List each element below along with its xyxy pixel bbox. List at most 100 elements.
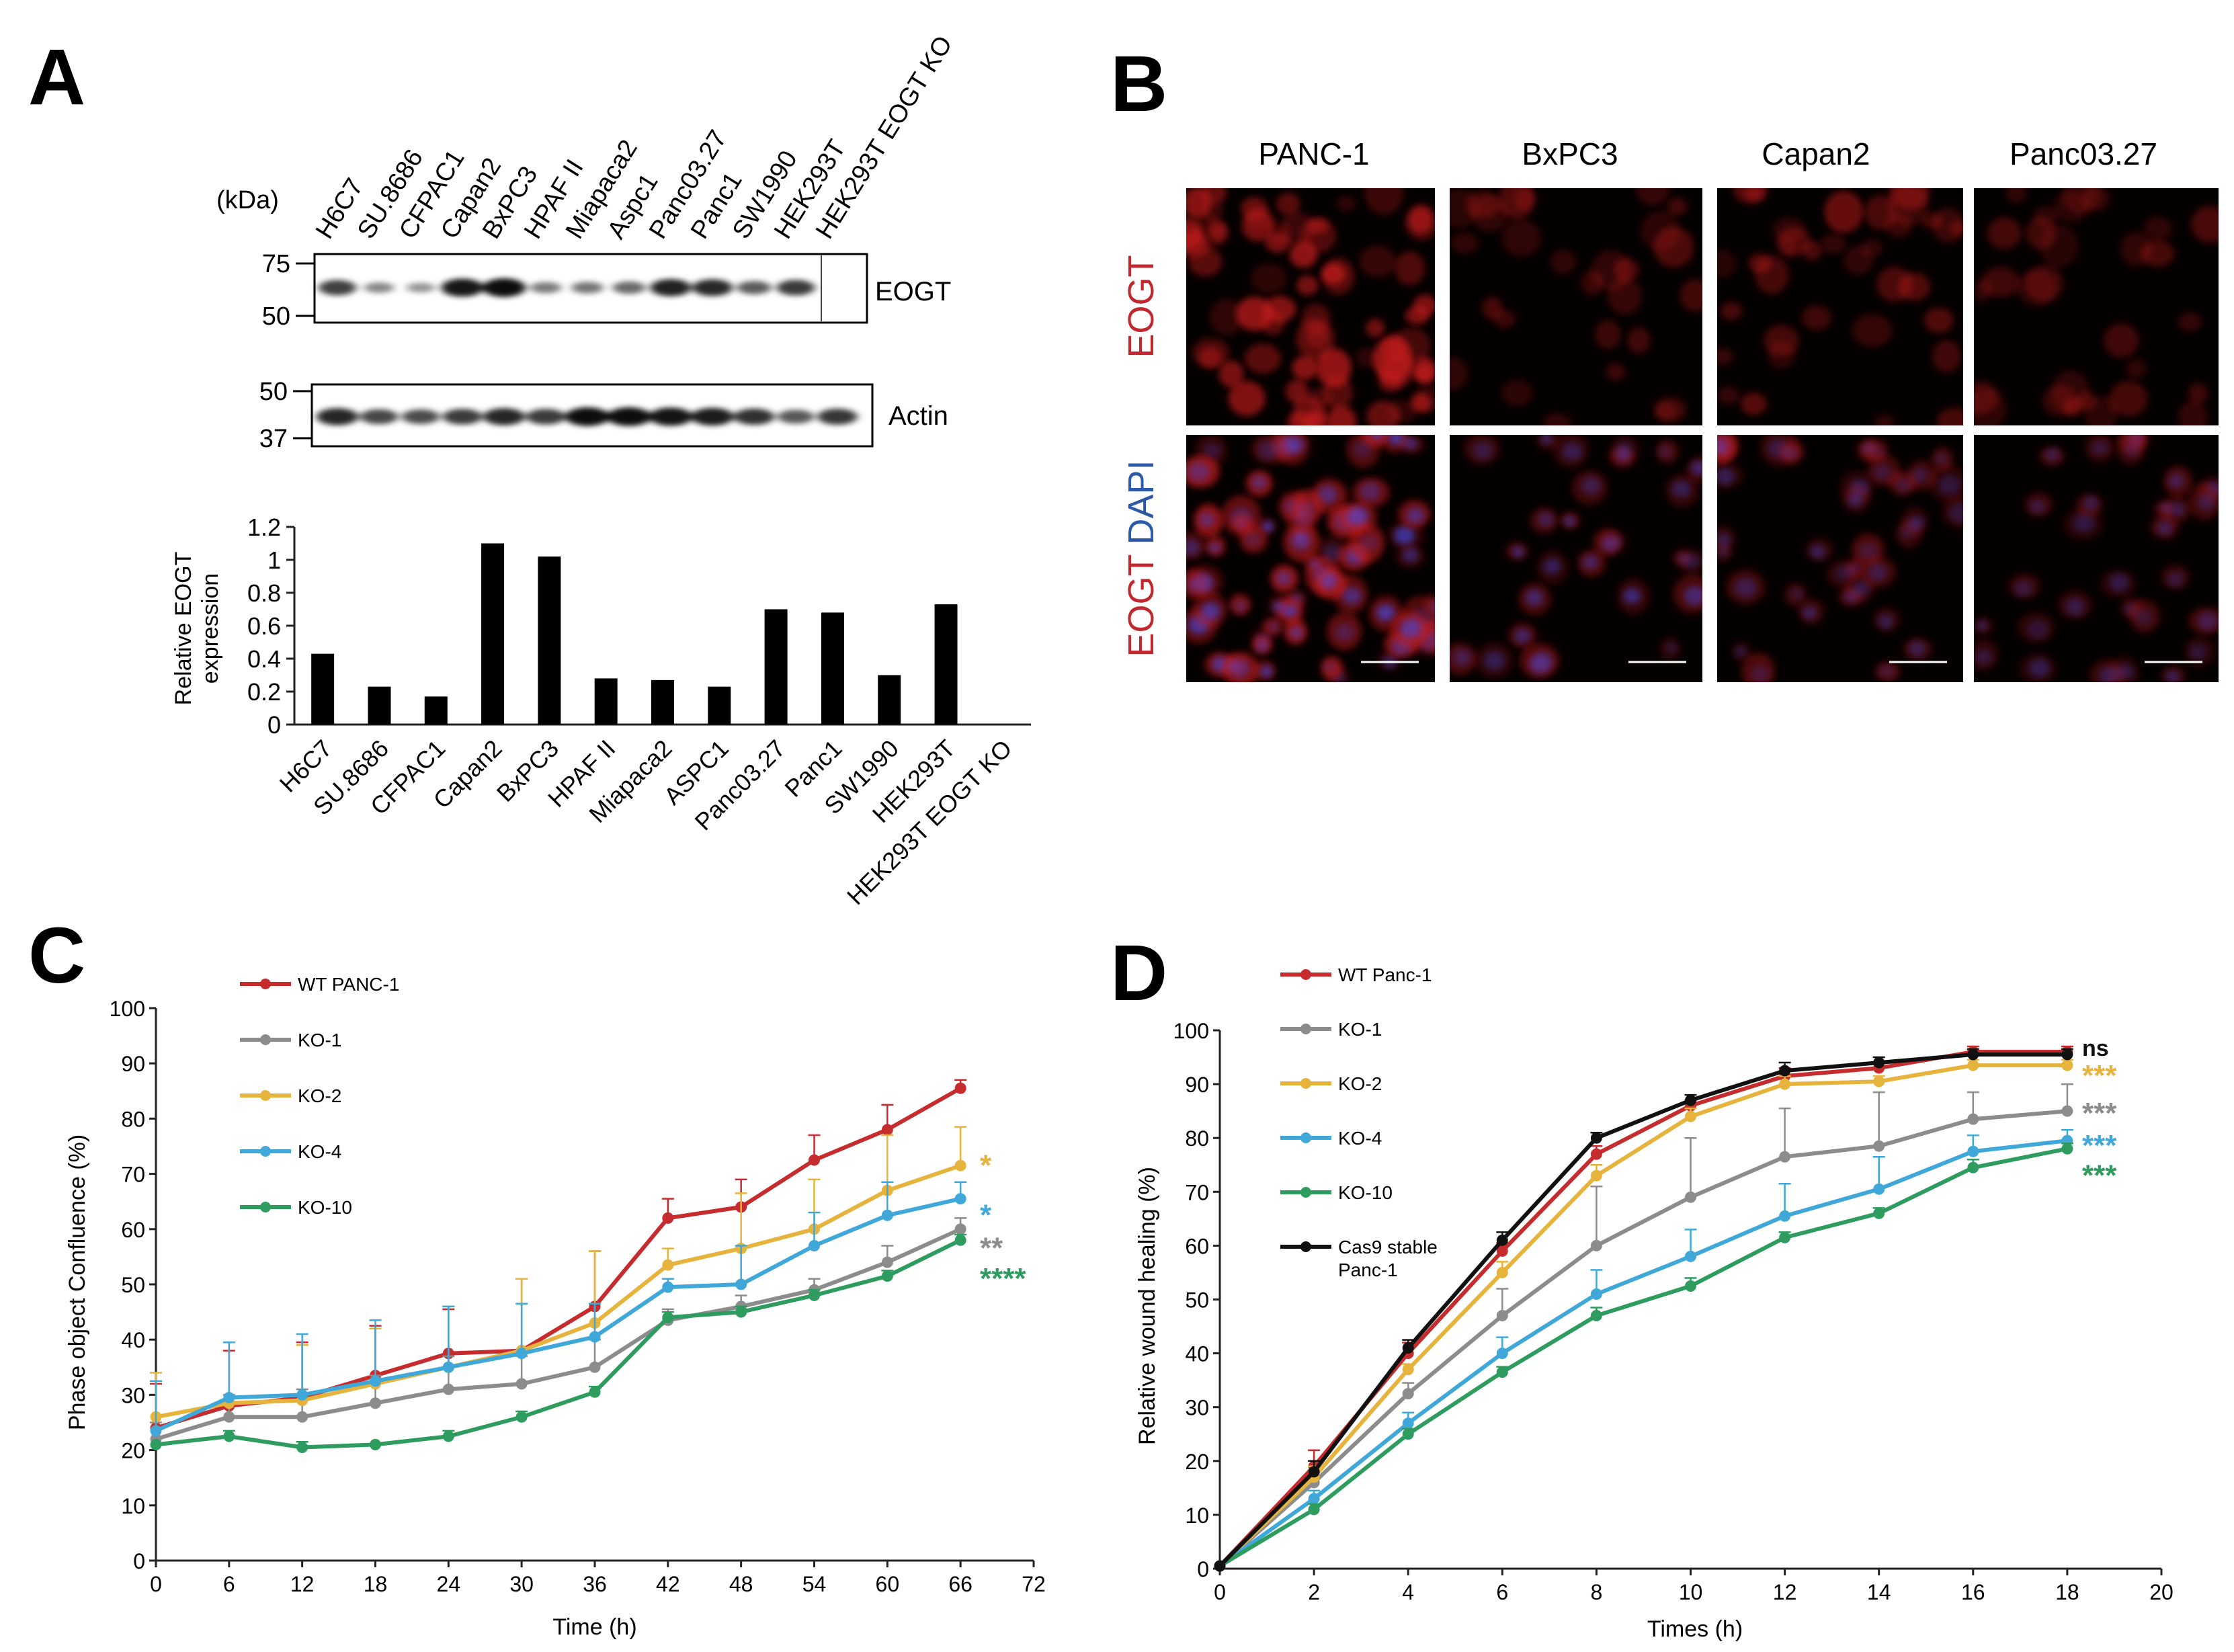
bar-y-tick-label: 0.6 xyxy=(247,612,281,640)
series-line xyxy=(1218,1063,2067,1568)
bar xyxy=(311,653,335,725)
if-cell-red xyxy=(1550,249,1577,274)
if-cell-nucleus xyxy=(2135,609,2152,625)
if-cell-red xyxy=(2178,401,2208,425)
if-tile-background xyxy=(1450,435,1702,682)
if-cell-red xyxy=(1424,593,1435,616)
eogt-band xyxy=(483,278,526,297)
if-cell-red xyxy=(1218,360,1244,388)
legend-label-line: KO-2 xyxy=(298,1085,341,1106)
x-tick-label: 60 xyxy=(876,1572,900,1596)
bar-y-axis-label-line2: expression xyxy=(198,573,223,684)
actin-marker-37: 37 xyxy=(259,425,288,453)
legend-swatch-marker xyxy=(1300,1187,1311,1198)
if-cell-nucleus xyxy=(2168,473,2184,489)
data-point xyxy=(1308,1466,1320,1478)
x-tick-label: 42 xyxy=(656,1572,680,1596)
data-point xyxy=(1779,1210,1791,1222)
data-point xyxy=(1685,1280,1696,1292)
if-cells xyxy=(1186,188,1435,425)
if-cell-nucleus xyxy=(1564,515,1575,526)
if-cell-nucleus xyxy=(2190,644,2206,659)
data-point xyxy=(1402,1342,1414,1354)
data-point xyxy=(1496,1234,1508,1246)
actin-band xyxy=(483,408,526,425)
bar xyxy=(651,679,674,725)
legend-label: KO-10 xyxy=(298,1197,352,1218)
if-cell-nucleus xyxy=(1399,618,1421,638)
actin-band xyxy=(565,407,610,426)
if-cell-red xyxy=(1245,343,1282,374)
series xyxy=(150,1079,967,1434)
if-cell-nucleus xyxy=(2157,521,2173,536)
data-point xyxy=(1873,1057,1885,1069)
if-cell-nucleus xyxy=(1353,441,1372,458)
legend: WT Panc-1 KO-1 KO-2 KO-4 KO-10 Cas9 stable Pan… xyxy=(1280,964,1438,1280)
panel-a-bar-chart: Relative EOGT expression 0 0.2 0.4 0.6 0.8 1 1… xyxy=(171,513,1031,910)
if-cell-red xyxy=(1717,249,1737,278)
if-cell-nucleus xyxy=(2198,612,2218,630)
bar-y-tick-label: 1 xyxy=(267,546,281,574)
if-cell-nucleus xyxy=(1735,647,1746,657)
actin-marker-50: 50 xyxy=(259,378,288,406)
if-cell-nucleus xyxy=(1473,442,1493,460)
x-tick-label: 12 xyxy=(290,1572,315,1596)
if-cell-red xyxy=(1364,188,1404,215)
legend-label: KO-4 xyxy=(298,1141,341,1162)
if-cell-red xyxy=(1366,319,1385,338)
data-point xyxy=(662,1311,674,1323)
if-cell-red xyxy=(1405,306,1430,325)
if-cell-nucleus xyxy=(1260,665,1273,677)
data-point xyxy=(1779,1151,1791,1163)
if-cell-nucleus xyxy=(1581,477,1601,495)
if-cell-nucleus xyxy=(1540,435,1553,444)
if-cells xyxy=(1186,435,1435,682)
if-cell-red xyxy=(1744,188,1765,202)
if-cell-nucleus xyxy=(1512,546,1524,558)
series-line xyxy=(1218,1147,2068,1568)
x-tick-label: 18 xyxy=(2055,1580,2079,1604)
if-cell-red xyxy=(1653,226,1694,268)
bar-y-axis-label-line1: Relative EOGT xyxy=(171,552,196,706)
legend-label-line: Cas9 stable xyxy=(1338,1237,1438,1257)
data-point xyxy=(1402,1417,1414,1430)
legend-swatch-marker xyxy=(1300,1241,1311,1252)
y-tick-label: 100 xyxy=(1173,1019,1209,1043)
x-tick-label: 0 xyxy=(150,1572,162,1596)
if-cell-nucleus xyxy=(1285,436,1305,454)
if-row-label: EOGT DAPI xyxy=(1121,460,1161,657)
if-cell-nucleus xyxy=(1309,559,1320,569)
if-cell-nucleus xyxy=(1186,539,1200,556)
significance-marker: *** xyxy=(2082,1059,2117,1092)
series-line xyxy=(1218,1052,2067,1568)
if-cells xyxy=(1974,188,2219,425)
if-cell-red xyxy=(1392,327,1431,364)
legend-label: KO-1 xyxy=(1338,1019,1382,1040)
if-cell-red xyxy=(1720,302,1743,321)
if-cell-red xyxy=(1394,251,1425,286)
y-tick-label: 80 xyxy=(1185,1126,1209,1151)
if-cell-nucleus xyxy=(1810,544,1825,559)
panel-c-line-chart: Phase object Confluence (%) Time (h) 0 10… xyxy=(65,974,1046,1640)
if-cell-red xyxy=(1802,305,1831,331)
legend-label-line: KO-1 xyxy=(298,1030,341,1050)
if-cell-red xyxy=(1655,402,1676,421)
if-cell-nucleus xyxy=(2167,572,2184,587)
if-cell-red xyxy=(1680,279,1702,312)
data-point xyxy=(1873,1140,1885,1152)
x-tick-label: 36 xyxy=(583,1572,607,1596)
if-cell-red xyxy=(1876,266,1912,302)
panel-letter-a: A xyxy=(28,33,85,122)
if-cell-red xyxy=(1289,241,1318,268)
if-column-labels: PANC-1 BxPC3 Capan2 Panc03.27 xyxy=(1258,136,2157,171)
series-line xyxy=(155,1196,961,1433)
data-point xyxy=(1496,1266,1508,1278)
data-point xyxy=(1967,1145,1979,1157)
bar-y-tick-label: 0 xyxy=(267,711,281,739)
eogt-marker-75: 75 xyxy=(262,250,290,278)
if-cell-red xyxy=(1932,207,1963,243)
data-point xyxy=(809,1289,820,1301)
